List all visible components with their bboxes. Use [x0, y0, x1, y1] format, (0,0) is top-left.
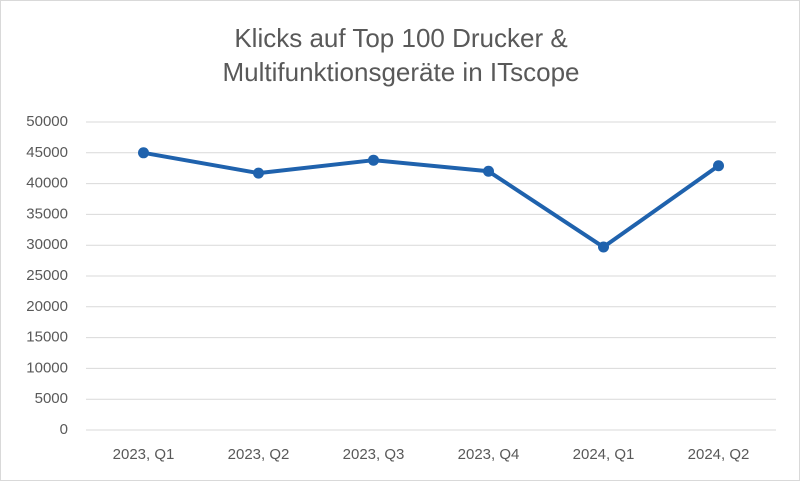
x-tick-label: 2024, Q2: [688, 446, 750, 463]
y-tick-label: 45000: [26, 144, 68, 161]
x-tick-label: 2024, Q1: [573, 446, 635, 463]
y-tick-label: 35000: [26, 205, 68, 222]
data-point: [368, 154, 379, 166]
chart-title: Klicks auf Top 100 Drucker & Multifunkti…: [222, 23, 580, 87]
y-tick-label: 15000: [26, 329, 68, 346]
x-tick-label: 2023, Q4: [458, 446, 520, 463]
y-tick-label: 10000: [26, 359, 68, 376]
y-tick-label: 20000: [26, 298, 68, 315]
y-tick-label: 25000: [26, 267, 68, 284]
x-tick-label: 2023, Q3: [343, 446, 405, 463]
data-point: [483, 165, 494, 177]
data-line: [143, 150, 720, 250]
y-tick-label: 5000: [35, 390, 68, 407]
data-point: [253, 167, 264, 179]
x-tick-label: 2023, Q2: [228, 446, 290, 463]
data-point: [138, 147, 149, 159]
y-tick-label: 30000: [26, 236, 68, 253]
y-tick-label: 40000: [26, 175, 68, 192]
x-tick-label: 2023, Q1: [113, 446, 175, 463]
data-point: [713, 160, 724, 172]
y-tick-label: 0: [60, 421, 68, 438]
y-tick-label: 50000: [26, 113, 68, 130]
data-point: [598, 241, 609, 253]
